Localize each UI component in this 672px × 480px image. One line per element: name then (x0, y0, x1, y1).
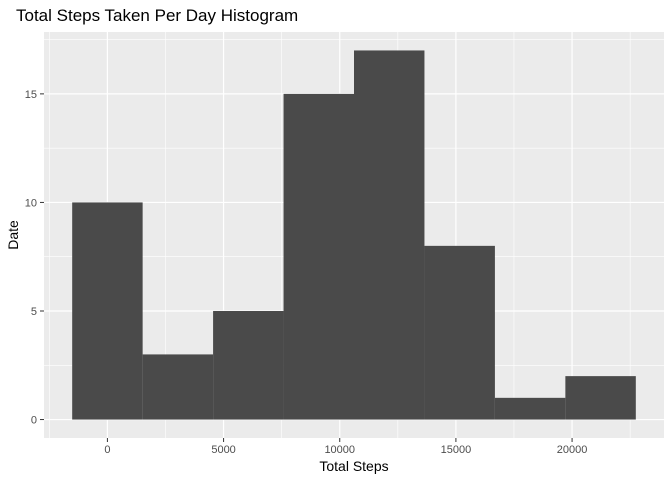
histogram-bar (142, 354, 214, 420)
histogram-bar (283, 93, 354, 420)
x-tick-label: 0 (104, 444, 110, 456)
histogram-bars (72, 50, 636, 420)
x-tick-label: 10000 (324, 444, 355, 456)
y-tick-label: 5 (31, 306, 37, 318)
chart-title: Total Steps Taken Per Day Histogram (16, 6, 298, 25)
histogram-bar (565, 376, 636, 420)
histogram-bar (494, 397, 566, 420)
histogram-bar (354, 50, 425, 420)
y-axis: 0 5 10 15 (25, 89, 44, 427)
y-axis-label: Date (5, 220, 21, 250)
minor-gridlines (44, 32, 664, 438)
x-tick-label: 20000 (557, 444, 588, 456)
x-tick-label: 5000 (211, 444, 235, 456)
histogram-bar (72, 202, 143, 420)
y-tick-label: 10 (25, 197, 37, 209)
x-tick-label: 15000 (441, 444, 472, 456)
y-tick-label: 15 (25, 89, 37, 101)
histogram-bar (213, 310, 284, 420)
x-axis: 0 5000 10000 15000 20000 (104, 438, 587, 456)
y-tick-label: 0 (31, 415, 37, 427)
histogram-bar (424, 245, 495, 420)
x-axis-label: Total Steps (319, 458, 388, 474)
